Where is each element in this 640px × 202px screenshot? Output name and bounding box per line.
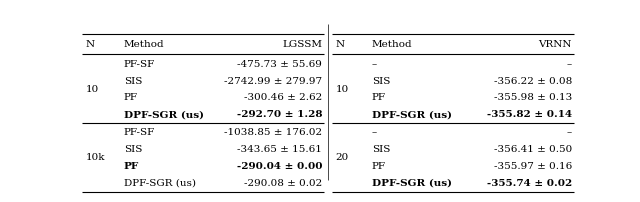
Text: PF: PF (124, 93, 138, 102)
Text: –: – (567, 128, 572, 137)
Text: N: N (86, 40, 95, 49)
Text: PF-SF: PF-SF (124, 128, 155, 137)
Text: -343.65 ± 15.61: -343.65 ± 15.61 (237, 145, 322, 154)
Text: 10k: 10k (86, 153, 106, 162)
Text: -2742.99 ± 279.97: -2742.99 ± 279.97 (224, 77, 322, 86)
Text: -290.04 ± 0.00: -290.04 ± 0.00 (237, 162, 322, 171)
Text: PF: PF (124, 162, 139, 171)
Text: PF: PF (372, 93, 386, 102)
Text: -355.98 ± 0.13: -355.98 ± 0.13 (494, 93, 572, 102)
Text: –: – (372, 128, 377, 137)
Text: PF-SF: PF-SF (124, 60, 155, 69)
Text: –: – (372, 60, 377, 69)
Text: DPF-SGR (us): DPF-SGR (us) (124, 110, 204, 119)
Text: DPF-SGR (us): DPF-SGR (us) (372, 110, 452, 119)
Text: -475.73 ± 55.69: -475.73 ± 55.69 (237, 60, 322, 69)
Text: SIS: SIS (372, 77, 390, 86)
Text: SIS: SIS (372, 145, 390, 154)
Text: Method: Method (124, 40, 164, 49)
Text: 20: 20 (335, 153, 349, 162)
Text: PF: PF (372, 162, 386, 171)
Text: 10: 10 (335, 85, 349, 94)
Text: -292.70 ± 1.28: -292.70 ± 1.28 (237, 110, 322, 119)
Text: SIS: SIS (124, 145, 142, 154)
Text: 10: 10 (86, 85, 99, 94)
Text: DPF-SGR (us): DPF-SGR (us) (124, 179, 196, 188)
Text: -355.97 ± 0.16: -355.97 ± 0.16 (494, 162, 572, 171)
Text: -300.46 ± 2.62: -300.46 ± 2.62 (244, 93, 322, 102)
Text: VRNN: VRNN (538, 40, 572, 49)
Text: DPF-SGR (us): DPF-SGR (us) (372, 179, 452, 188)
Text: -355.82 ± 0.14: -355.82 ± 0.14 (487, 110, 572, 119)
Text: -356.22 ± 0.08: -356.22 ± 0.08 (494, 77, 572, 86)
Text: LGSSM: LGSSM (282, 40, 322, 49)
Text: N: N (335, 40, 344, 49)
Text: SIS: SIS (124, 77, 142, 86)
Text: Method: Method (372, 40, 412, 49)
Text: -355.74 ± 0.02: -355.74 ± 0.02 (487, 179, 572, 188)
Text: -1038.85 ± 176.02: -1038.85 ± 176.02 (224, 128, 322, 137)
Text: –: – (567, 60, 572, 69)
Text: -356.41 ± 0.50: -356.41 ± 0.50 (494, 145, 572, 154)
Text: -290.08 ± 0.02: -290.08 ± 0.02 (244, 179, 322, 188)
